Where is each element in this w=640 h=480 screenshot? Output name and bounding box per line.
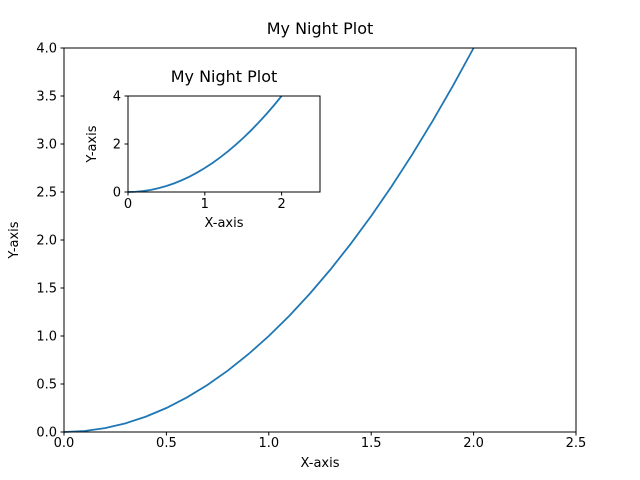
chart-title: My Night Plot (171, 67, 278, 86)
y-tick-label: 0 (113, 186, 121, 201)
y-axis-label: Y-axis (85, 125, 100, 163)
data-line (127, 95, 283, 193)
chart-title: My Night Plot (267, 19, 374, 38)
y-axis-label: Y-axis (7, 221, 22, 259)
x-axis-label: X-axis (301, 456, 340, 471)
x-tick-label: 1.5 (361, 436, 382, 451)
x-tick-label: 2.5 (566, 436, 587, 451)
x-tick-label: 1 (201, 197, 209, 212)
x-tick-label: 2 (277, 197, 285, 212)
y-tick-label: 0.0 (36, 426, 57, 441)
y-tick-label: 1.0 (36, 330, 57, 345)
x-tick-label: 0 (124, 197, 132, 212)
y-tick-label: 2.0 (36, 234, 57, 249)
y-tick-label: 2.5 (36, 186, 57, 201)
x-tick-label: 0.5 (156, 436, 177, 451)
y-tick-label: 1.5 (36, 282, 57, 297)
y-tick-label: 0.5 (36, 378, 57, 393)
x-axis-label: X-axis (205, 216, 244, 231)
y-tick-label: 3.0 (36, 138, 57, 153)
y-tick-label: 4.0 (36, 42, 57, 57)
y-tick-label: 2 (113, 138, 121, 153)
data-line (63, 47, 475, 433)
x-tick-label: 2.0 (463, 436, 484, 451)
axes-background (128, 96, 320, 192)
x-tick-label: 1.0 (258, 436, 279, 451)
y-tick-label: 3.5 (36, 90, 57, 105)
x-tick-label: 0.0 (54, 436, 75, 451)
y-tick-label: 4 (113, 90, 121, 105)
